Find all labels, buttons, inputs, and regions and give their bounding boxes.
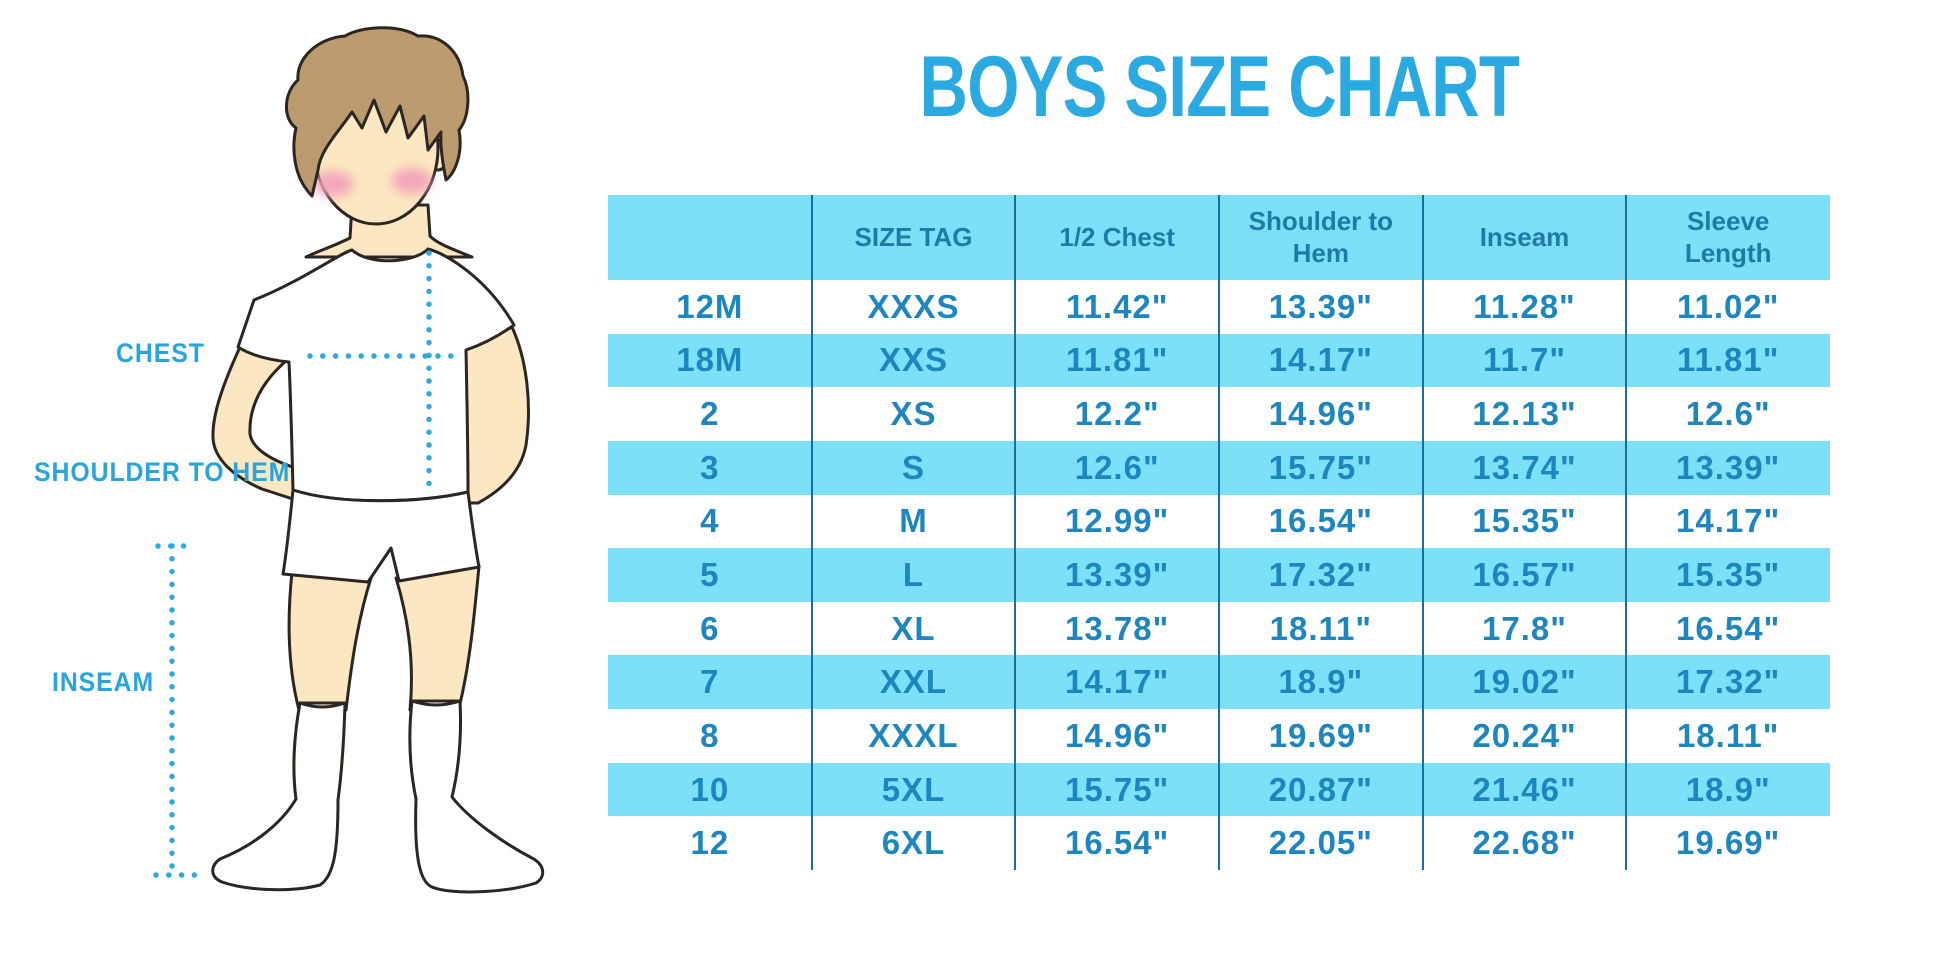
- table-cell: 18.9": [1626, 762, 1830, 817]
- table-cell: 20.87": [1219, 762, 1423, 817]
- row-label-cell: 8: [700, 716, 720, 754]
- row-label-cell: 10: [608, 762, 812, 817]
- table-cell: 18.11": [1269, 609, 1373, 647]
- header-cell-4: Inseam: [1422, 195, 1627, 280]
- table-cell: 14.96": [1268, 395, 1373, 433]
- table-cell: 11.28": [1473, 287, 1576, 325]
- table-cell: 19.69": [1676, 824, 1781, 862]
- boy-shorts: [281, 488, 481, 584]
- table-cell: M: [899, 502, 928, 540]
- table-cell: 17.32": [1626, 655, 1830, 710]
- row-label-cell: 5: [608, 548, 812, 602]
- header-cell-3: Shoulder to Hem: [1219, 195, 1423, 280]
- table-cell: 20.24": [1472, 716, 1577, 754]
- table-cell: XS: [890, 395, 937, 433]
- table-cell: 11.02": [1676, 287, 1780, 325]
- table-cell: 21.46": [1422, 762, 1627, 817]
- table-cell: 14.17": [1219, 333, 1423, 388]
- boy-right-sock-top: [410, 699, 462, 707]
- table-cell: 14.96": [1065, 716, 1170, 754]
- header-cell-5: Sleeve Length: [1626, 195, 1830, 280]
- table-cell: XXL: [811, 655, 1016, 710]
- table-cell: 16.57": [1422, 548, 1627, 602]
- table-cell: 14.17": [1676, 502, 1781, 540]
- table-cell: 19.69": [1268, 716, 1373, 754]
- row-label-cell: 18M: [608, 333, 812, 388]
- column-divider: [1625, 195, 1628, 870]
- table-cell: S: [811, 440, 1016, 495]
- table-cell: 17.8": [1482, 609, 1567, 647]
- column-divider: [1421, 195, 1424, 870]
- boy-cheeks: [313, 168, 432, 197]
- table-cell: 16.54": [1268, 502, 1373, 540]
- header-cell-0: [608, 195, 812, 280]
- table-cell: 12.2": [1074, 395, 1160, 433]
- table-cell: 12.99": [1065, 502, 1170, 540]
- table-cell: 13.78": [1065, 609, 1170, 647]
- table-cell: 13.39": [1626, 440, 1830, 495]
- table-cell: 12.6": [1015, 440, 1219, 495]
- table-cell: 11.42": [1065, 287, 1169, 325]
- table-cell: 12.6": [1685, 395, 1771, 433]
- table-cell: 17.32": [1219, 548, 1423, 602]
- boy-measurement-diagram: [153, 26, 545, 894]
- row-label-cell: 3: [608, 440, 812, 495]
- table-cell: 11.7": [1422, 333, 1627, 388]
- size-table-grid: SIZE TAG 1/2 Chest Shoulder to Hem Inseam Sl…: [608, 195, 1830, 870]
- table-cell: 13.39": [1015, 548, 1219, 602]
- table-cell: 12.13": [1472, 395, 1577, 433]
- table-cell: 13.39": [1268, 287, 1373, 325]
- table-cell: XXS: [811, 333, 1016, 388]
- header-cell-1: SIZE TAG: [811, 195, 1016, 280]
- column-divider: [1218, 195, 1220, 870]
- table-cell: 18.11": [1676, 716, 1780, 754]
- table-cell: 22.05": [1268, 824, 1373, 862]
- table-cell: XL: [891, 609, 936, 647]
- page-title-wrap: BOYS SIZE CHART: [608, 44, 1830, 130]
- row-label-cell: 7: [608, 655, 812, 710]
- row-label-cell: 12: [690, 824, 730, 862]
- table-cell: 22.68": [1472, 824, 1577, 862]
- table-cell: 6XL: [881, 824, 946, 862]
- boy-left-sock-top: [298, 701, 347, 709]
- column-divider: [810, 195, 813, 870]
- table-cell: 16.54": [1065, 824, 1170, 862]
- table-cell: XXXL: [868, 716, 959, 754]
- table-cell: 11.81": [1015, 333, 1219, 388]
- boy-hair: [285, 26, 470, 198]
- boy-left-leg: [287, 570, 373, 712]
- table-cell: 18.9": [1219, 655, 1423, 710]
- table-cell: 19.02": [1422, 655, 1627, 710]
- row-label-cell: 4: [700, 502, 720, 540]
- table-cell: 16.54": [1676, 609, 1781, 647]
- row-label-cell: 12M: [676, 287, 744, 325]
- table-cell: 15.75": [1219, 440, 1423, 495]
- table-cell: 15.35": [1626, 548, 1830, 602]
- chest-label: CHEST: [116, 338, 205, 368]
- table-cell: 14.17": [1015, 655, 1219, 710]
- table-cell: 15.75": [1015, 762, 1219, 817]
- column-divider: [1014, 195, 1017, 870]
- shoulder-to-hem-label: SHOULDER TO HEM: [34, 457, 291, 487]
- row-label-cell: 2: [700, 395, 720, 433]
- table-cell: L: [811, 548, 1016, 602]
- table-cell: 15.35": [1472, 502, 1577, 540]
- boy-right-leg: [394, 564, 481, 712]
- header-cell-2: 1/2 Chest: [1015, 195, 1219, 280]
- table-cell: XXXS: [867, 287, 960, 325]
- boy-neck: [304, 203, 474, 259]
- boy-right-arm: [457, 325, 530, 505]
- size-table: SIZE TAG 1/2 Chest Shoulder to Hem Inseam Sl…: [608, 195, 1830, 870]
- page-title: BOYS SIZE CHART: [919, 39, 1519, 135]
- boy-left-sock: [211, 701, 347, 892]
- boy-right-sock: [408, 699, 545, 894]
- row-label-cell: 6: [700, 609, 720, 647]
- table-cell: 5XL: [811, 762, 1016, 817]
- table-cell: 13.74": [1422, 440, 1627, 495]
- inseam-label: INSEAM: [52, 667, 155, 697]
- table-cell: 11.81": [1626, 333, 1830, 388]
